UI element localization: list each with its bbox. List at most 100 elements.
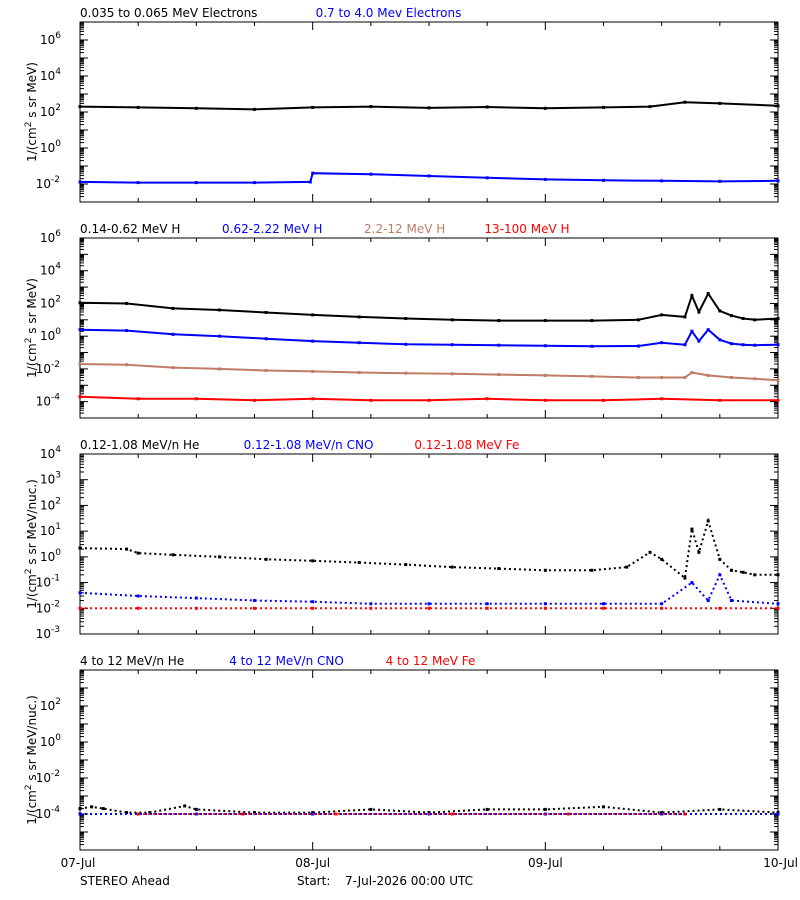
y-tick-label: 10-2 (36, 769, 60, 785)
data-point (543, 807, 547, 811)
x-tick-label: 09-Jul (528, 856, 563, 870)
data-point (101, 807, 105, 811)
data-point (543, 177, 547, 181)
data-point (427, 398, 431, 402)
data-point (776, 104, 780, 108)
data-point (78, 301, 82, 305)
data-point (718, 807, 722, 811)
data-point (125, 363, 129, 367)
data-point (753, 318, 757, 322)
data-point (78, 328, 82, 332)
plot-frame (79, 237, 779, 419)
panel-heavy-ions-low: 10-3 10-2 10-1 100 101 102 103 104 1/(cm2 s sr M… (24, 438, 780, 641)
legend-entry: 0.14-0.62 MeV H (80, 222, 180, 236)
series-2 (136, 812, 687, 816)
data-point (308, 180, 312, 184)
data-point (660, 179, 664, 183)
data-point (497, 373, 501, 377)
data-point (264, 337, 268, 341)
start-value: 7-Jul-2026 00:00 UTC (345, 874, 473, 888)
data-point (253, 599, 256, 603)
data-point (194, 807, 198, 811)
y-tick-label: 102 (40, 496, 61, 512)
data-point (776, 573, 780, 577)
y-tick-label: 10-2 (36, 175, 60, 191)
data-point (660, 397, 664, 401)
series-line (79, 291, 779, 322)
legend-entry: 0.12-1.08 MeV Fe (414, 438, 519, 452)
data-point (404, 371, 408, 375)
data-point (590, 319, 594, 323)
data-point (253, 107, 256, 111)
data-point (264, 368, 268, 372)
y-axis-label: 1/(cm2 s sr MeV/nuc.) (24, 695, 39, 825)
y-tick-label: 10-4 (36, 393, 61, 409)
data-point (718, 179, 722, 183)
data-point (729, 568, 733, 572)
data-point (450, 318, 454, 322)
data-point (78, 180, 82, 184)
y-axis-label: 1/(cm2 s sr MeV/nuc.) (24, 479, 39, 609)
data-point (706, 519, 710, 523)
data-point (194, 812, 198, 816)
data-point (171, 306, 175, 310)
plot-frame (79, 669, 779, 851)
series-line (79, 328, 779, 348)
start-label: Start: (297, 874, 331, 888)
data-point (718, 309, 722, 313)
data-point (311, 559, 315, 563)
series-line (79, 572, 779, 605)
data-point (776, 378, 780, 382)
legend-entry: 0.035 to 0.065 MeV Electrons (80, 6, 257, 20)
data-point (369, 398, 373, 402)
data-point (450, 565, 454, 569)
y-tick-label: 104 (40, 67, 61, 83)
series-3 (78, 395, 780, 402)
data-point (427, 106, 431, 110)
y-tick-label: 104 (40, 262, 61, 278)
y-tick-label: 101 (40, 522, 61, 538)
data-point (357, 561, 361, 565)
data-point (543, 319, 547, 323)
data-point (543, 373, 547, 377)
data-point (253, 606, 256, 610)
x-tick-label: 10-Jul (763, 856, 798, 870)
data-point (136, 812, 140, 816)
data-point (697, 310, 701, 314)
data-point (690, 527, 694, 531)
data-point (648, 550, 652, 554)
data-point (753, 343, 757, 347)
data-point (171, 553, 175, 557)
data-point (776, 317, 780, 321)
y-tick-label: 10-2 (36, 599, 60, 615)
data-point (78, 362, 82, 366)
series-1 (78, 171, 780, 185)
data-point (311, 397, 315, 401)
data-point (497, 319, 501, 323)
data-point (729, 375, 733, 379)
data-point (718, 606, 722, 610)
data-point (183, 804, 187, 808)
data-point (357, 315, 361, 319)
y-tick-label: 104 (40, 445, 61, 461)
data-point (690, 294, 694, 298)
y-tick-label: 100 (40, 139, 61, 155)
data-point (78, 395, 82, 399)
data-point (311, 171, 315, 175)
data-point (78, 606, 82, 610)
data-point (136, 105, 140, 109)
data-point (636, 344, 640, 348)
data-point (590, 344, 594, 348)
y-tick-label: 100 (40, 548, 61, 564)
legend-entry: 4 to 12 MeV Fe (386, 654, 476, 668)
data-point (136, 551, 140, 555)
data-point (485, 606, 489, 610)
data-point (683, 100, 687, 104)
y-tick-label: 102 (40, 697, 61, 713)
data-point (264, 311, 268, 315)
data-point (741, 343, 745, 347)
data-point (311, 339, 315, 343)
series-0 (78, 100, 780, 111)
